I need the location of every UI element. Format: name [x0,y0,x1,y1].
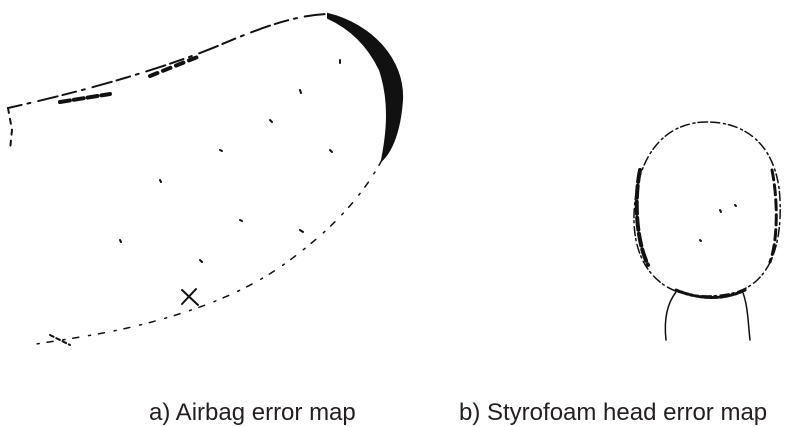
styrofoam-head-error-map [634,122,780,340]
panel-caption: a) Airbag error map [149,399,356,426]
panel-caption: b) Styrofoam head error map [459,399,767,426]
airbag-error-map [8,14,402,345]
figure: a) Airbag error map b) Styrofoam head er… [0,0,806,427]
page: a) Airbag error map b) Styrofoam head er… [0,0,806,427]
